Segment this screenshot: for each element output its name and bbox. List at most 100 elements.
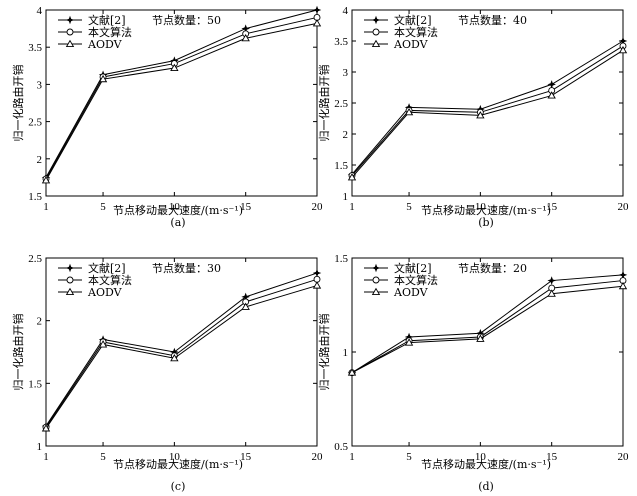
x-axis-title: 节点移动最大速度/(m·s⁻¹) bbox=[113, 203, 243, 217]
node-count-annotation: 节点数量：20 bbox=[458, 262, 527, 275]
legend-label: 文献[2] bbox=[88, 261, 126, 275]
y-tick-label: 1.5 bbox=[334, 253, 348, 265]
legend-label: 本文算法 bbox=[88, 273, 132, 287]
legend-marker bbox=[372, 276, 380, 284]
data-point bbox=[170, 63, 179, 72]
chart-panel-4: 1 5 10 15 200.511.5文献[2]本文算法AODV节点数量：20归一化路由… bbox=[317, 253, 629, 493]
y-tick-label: 4 bbox=[37, 5, 43, 17]
legend-label: 本文算法 bbox=[88, 25, 132, 39]
data-point bbox=[98, 74, 108, 83]
x-axis-title: 节点移动最大速度/(m·s⁻¹) bbox=[421, 457, 551, 471]
legend-label: AODV bbox=[393, 286, 429, 299]
y-tick-label: 3.5 bbox=[334, 36, 348, 48]
y-axis-title: 归一化路由开销 bbox=[11, 65, 25, 142]
legend-label: 文献[2] bbox=[394, 13, 432, 27]
data-point bbox=[347, 368, 357, 376]
y-axis-title: 归一化路由开销 bbox=[317, 65, 331, 142]
chart-panel-1: 1 5 10 15 201.522.533.54文献[2]本文算法AODV节点数量：50… bbox=[11, 5, 323, 229]
data-point bbox=[41, 424, 51, 432]
x-tick-label: 1 bbox=[43, 451, 49, 463]
panel-caption: (d) bbox=[478, 480, 494, 493]
node-count-annotation: 节点数量：30 bbox=[152, 262, 221, 275]
x-tick-label: 5 bbox=[100, 451, 106, 463]
legend-label: 本文算法 bbox=[394, 25, 438, 39]
series-line-1 bbox=[45, 9, 318, 178]
legend-marker bbox=[66, 28, 74, 36]
chart-panel-3: 1 5 10 15 2011.522.5文献[2]本文算法AODV节点数量：30归一化路… bbox=[11, 253, 323, 493]
data-point bbox=[476, 111, 485, 119]
x-tick-label: 10 bbox=[475, 201, 487, 213]
data-point bbox=[41, 176, 51, 184]
legend-marker bbox=[65, 263, 75, 273]
series-line-1 bbox=[351, 40, 624, 175]
series-line-3 bbox=[45, 285, 318, 429]
series-line-3 bbox=[351, 49, 624, 178]
panel-caption: (c) bbox=[171, 480, 186, 493]
y-tick-label: 2.5 bbox=[334, 98, 348, 110]
y-axis-title: 归一化路由开销 bbox=[317, 314, 331, 391]
legend-marker bbox=[65, 39, 75, 47]
chart-panel-2: 1 5 10 15 2011.522.533.54文献[2]本文算法AODV节点数量：4… bbox=[317, 5, 629, 229]
data-point bbox=[312, 268, 322, 278]
plot-frame bbox=[351, 257, 624, 447]
panel-caption: (b) bbox=[478, 216, 494, 229]
data-point bbox=[312, 5, 322, 15]
x-tick-label: 20 bbox=[312, 451, 324, 463]
y-tick-label: 3 bbox=[37, 79, 43, 91]
x-tick-label: 15 bbox=[546, 201, 558, 213]
y-tick-label: 2.5 bbox=[28, 253, 42, 265]
x-tick-label: 5 bbox=[406, 451, 412, 463]
x-tick-label: 5 bbox=[100, 201, 106, 213]
legend-marker bbox=[371, 15, 381, 25]
series-line-3 bbox=[351, 285, 624, 374]
y-tick-label: 4 bbox=[343, 5, 349, 17]
x-tick-label: 1 bbox=[349, 451, 355, 463]
series-line-1 bbox=[351, 274, 624, 374]
plot-frame bbox=[351, 9, 624, 197]
plot-frame bbox=[45, 257, 318, 447]
y-tick-label: 2.5 bbox=[28, 117, 42, 129]
y-tick-label: 1.5 bbox=[28, 378, 42, 390]
legend-label: AODV bbox=[87, 38, 123, 51]
data-point bbox=[547, 276, 556, 285]
y-tick-label: 2 bbox=[37, 154, 43, 166]
series-line-2 bbox=[45, 16, 318, 180]
x-tick-label: 20 bbox=[618, 451, 630, 463]
x-tick-label: 20 bbox=[618, 201, 630, 213]
x-tick-label: 15 bbox=[240, 201, 252, 213]
series-line-2 bbox=[351, 280, 624, 374]
y-axis-title: 归一化路由开销 bbox=[11, 314, 25, 391]
data-point bbox=[170, 353, 179, 362]
legend-marker bbox=[65, 287, 75, 295]
data-point bbox=[312, 19, 322, 27]
panel-caption: (a) bbox=[170, 216, 185, 229]
legend-marker bbox=[372, 28, 380, 36]
data-point bbox=[547, 91, 556, 99]
legend-label: 本文算法 bbox=[394, 273, 438, 287]
x-axis-title: 节点移动最大速度/(m·s⁻¹) bbox=[421, 203, 551, 217]
y-tick-label: 2 bbox=[37, 316, 43, 328]
y-tick-label: 1 bbox=[343, 191, 349, 203]
y-tick-label: 1.5 bbox=[28, 191, 42, 203]
y-tick-label: 2 bbox=[343, 129, 349, 141]
x-tick-label: 1 bbox=[43, 201, 49, 213]
x-tick-label: 15 bbox=[546, 451, 558, 463]
data-point bbox=[241, 302, 250, 310]
legend-marker bbox=[371, 263, 381, 273]
series-line-3 bbox=[45, 22, 318, 181]
legend-marker bbox=[371, 39, 381, 47]
y-tick-label: 3.5 bbox=[28, 42, 42, 54]
y-tick-label: 1 bbox=[343, 347, 349, 359]
data-point bbox=[476, 334, 485, 342]
x-tick-label: 5 bbox=[406, 201, 412, 213]
data-point bbox=[618, 45, 628, 54]
data-point bbox=[547, 80, 556, 89]
data-point bbox=[404, 338, 414, 346]
y-tick-label: 1.5 bbox=[334, 160, 348, 172]
node-count-annotation: 节点数量：40 bbox=[458, 14, 527, 27]
series-line-1 bbox=[45, 272, 318, 427]
x-tick-label: 15 bbox=[240, 451, 252, 463]
data-point bbox=[241, 33, 250, 42]
y-tick-label: 0.5 bbox=[334, 441, 348, 453]
